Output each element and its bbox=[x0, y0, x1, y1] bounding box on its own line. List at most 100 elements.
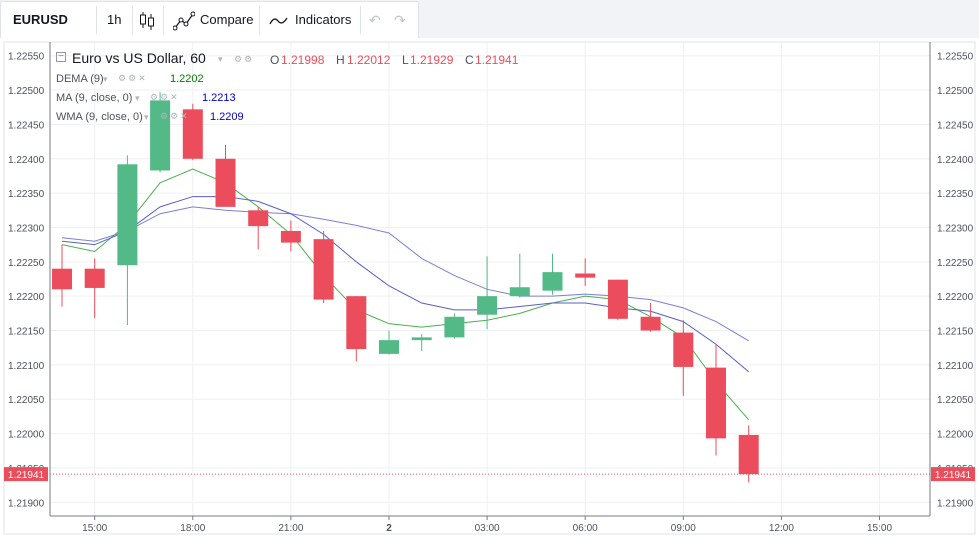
y-tick-label-right: 1.22100 bbox=[937, 361, 974, 372]
open-label: O bbox=[270, 53, 280, 67]
candle-body-up bbox=[150, 100, 171, 171]
y-tick-label-left: 1.22050 bbox=[8, 395, 45, 406]
x-tick-label: 06:00 bbox=[573, 523, 598, 534]
toolbar-panel: EURUSD 1h Compare bbox=[0, 1, 419, 39]
y-tick-label-left: 1.22450 bbox=[8, 120, 45, 131]
series-settings-icons[interactable]: ⚙⚙ bbox=[234, 54, 255, 64]
indicator-line-ma bbox=[61, 206, 749, 342]
ma-chevron-icon[interactable]: ▾ bbox=[135, 93, 140, 103]
candles bbox=[52, 92, 759, 483]
wma-settings-icons[interactable]: ⚙⚙✕ bbox=[160, 111, 190, 121]
indicator-line-dema bbox=[61, 168, 750, 421]
candle-body-down bbox=[182, 109, 203, 159]
y-tick-label-right: 1.22150 bbox=[937, 327, 974, 338]
candle-body-up bbox=[444, 316, 465, 338]
candle-body-down bbox=[575, 273, 596, 278]
ma-settings-icons[interactable]: ⚙⚙✕ bbox=[150, 92, 180, 102]
compare-button[interactable]: Compare bbox=[172, 2, 263, 38]
candle-body-up bbox=[509, 287, 530, 297]
open-value: 1.21998 bbox=[281, 53, 325, 67]
candle-style-icon-glyph bbox=[140, 12, 154, 30]
axes: 1.219001.219001.219501.219501.220001.220… bbox=[8, 42, 974, 534]
last-price-label-right: 1.21941 bbox=[935, 470, 972, 481]
high-value: 1.22012 bbox=[347, 53, 391, 67]
y-tick-label-right: 1.22000 bbox=[937, 430, 974, 441]
compare-label: Compare bbox=[200, 12, 254, 27]
dema-chevron-icon[interactable]: ▾ bbox=[103, 74, 108, 84]
candle-body-down bbox=[52, 268, 72, 290]
chart-frame bbox=[3, 41, 976, 535]
x-tick-label: 21:00 bbox=[278, 523, 303, 534]
wma-value: 1.2209 bbox=[210, 111, 244, 123]
y-tick-label-right: 1.22550 bbox=[937, 52, 974, 63]
wma-label: WMA (9, close, 0) bbox=[56, 111, 143, 123]
compare-icon bbox=[172, 11, 196, 31]
y-tick-label-left: 1.22500 bbox=[8, 86, 45, 97]
y-tick-label-left: 1.22100 bbox=[8, 361, 45, 372]
indicators-label: Indicators bbox=[295, 12, 352, 27]
x-tick-label: 18:00 bbox=[180, 523, 205, 534]
candle-body-up bbox=[542, 272, 563, 291]
indicator-lines bbox=[61, 168, 750, 421]
wma-chevron-icon[interactable]: ▾ bbox=[144, 112, 149, 122]
price-chart[interactable]: 1.219001.219001.219501.219501.220001.220… bbox=[0, 38, 979, 538]
candle-body-up bbox=[477, 296, 498, 315]
series-menu-chevron-icon[interactable]: ▾ bbox=[218, 54, 223, 64]
last-price-label-left: 1.21941 bbox=[8, 470, 45, 481]
x-tick-label: 12:00 bbox=[769, 523, 794, 534]
x-tick-label: 2 bbox=[386, 523, 392, 534]
candle-style-icon[interactable] bbox=[139, 2, 157, 38]
y-tick-label-left: 1.22300 bbox=[8, 223, 45, 234]
dema-settings-icons[interactable]: ⚙⚙✕ bbox=[118, 73, 148, 83]
indicator-line-wma bbox=[61, 196, 750, 373]
candle-body-down bbox=[738, 434, 759, 475]
chart-area[interactable]: 1.219001.219001.219501.219501.220001.220… bbox=[0, 38, 979, 538]
collapse-legend-icon[interactable]: − bbox=[56, 52, 66, 62]
y-tick-label-right: 1.22400 bbox=[937, 155, 974, 166]
y-tick-label-left: 1.22200 bbox=[8, 292, 45, 303]
ma-label: MA (9, close, 0) bbox=[56, 92, 133, 104]
candle-body-down bbox=[313, 239, 334, 300]
candle-body-down bbox=[84, 268, 105, 288]
y-tick-label-right: 1.22500 bbox=[937, 86, 974, 97]
y-tick-label-left: 1.22250 bbox=[8, 258, 45, 269]
low-value: 1.21929 bbox=[410, 53, 454, 67]
toolbar-divider bbox=[259, 6, 260, 34]
candle-body-down bbox=[280, 230, 301, 243]
toolbar-divider bbox=[163, 6, 164, 34]
close-label: C bbox=[465, 53, 474, 67]
symbol-button[interactable]: EURUSD bbox=[13, 12, 68, 27]
last-price-marker: 1.21941 1.21941 bbox=[4, 467, 975, 482]
y-tick-label-right: 1.21900 bbox=[937, 498, 974, 509]
last-price-badge-left bbox=[4, 467, 48, 482]
y-tick-label-right: 1.22350 bbox=[937, 189, 974, 200]
top-toolbar: EURUSD 1h Compare bbox=[0, 0, 979, 39]
toolbar-divider bbox=[132, 6, 133, 34]
candle-body-up bbox=[379, 340, 399, 354]
y-tick-label-right: 1.22200 bbox=[937, 292, 974, 303]
redo-icon[interactable]: ↷ bbox=[394, 12, 406, 28]
toolbar-divider bbox=[96, 6, 97, 34]
candle-body-up bbox=[117, 164, 138, 266]
candle-body-up bbox=[411, 337, 432, 341]
y-tick-label-left: 1.22000 bbox=[8, 430, 45, 441]
candle-body-down bbox=[673, 332, 694, 367]
dema-label: DEMA (9) bbox=[56, 73, 104, 85]
indicators-icon bbox=[269, 17, 288, 25]
undo-icon[interactable]: ↶ bbox=[369, 12, 381, 28]
x-tick-label: 09:00 bbox=[671, 523, 696, 534]
high-label: H bbox=[336, 53, 345, 67]
y-tick-label-left: 1.22150 bbox=[8, 327, 45, 338]
y-tick-label-right: 1.22300 bbox=[937, 223, 974, 234]
indicators-button[interactable]: Indicators bbox=[269, 2, 359, 38]
y-tick-label-right: 1.22450 bbox=[937, 120, 974, 131]
candle-body-down bbox=[346, 296, 367, 350]
y-tick-label-left: 1.22400 bbox=[8, 155, 45, 166]
y-tick-label-right: 1.22250 bbox=[937, 258, 974, 269]
dema-value: 1.2202 bbox=[170, 73, 204, 85]
series-title: Euro vs US Dollar, 60 bbox=[72, 50, 206, 66]
candle-body-down bbox=[640, 316, 661, 331]
interval-button[interactable]: 1h bbox=[107, 12, 122, 27]
low-label: L bbox=[402, 53, 409, 67]
y-tick-label-right: 1.22050 bbox=[937, 395, 974, 406]
